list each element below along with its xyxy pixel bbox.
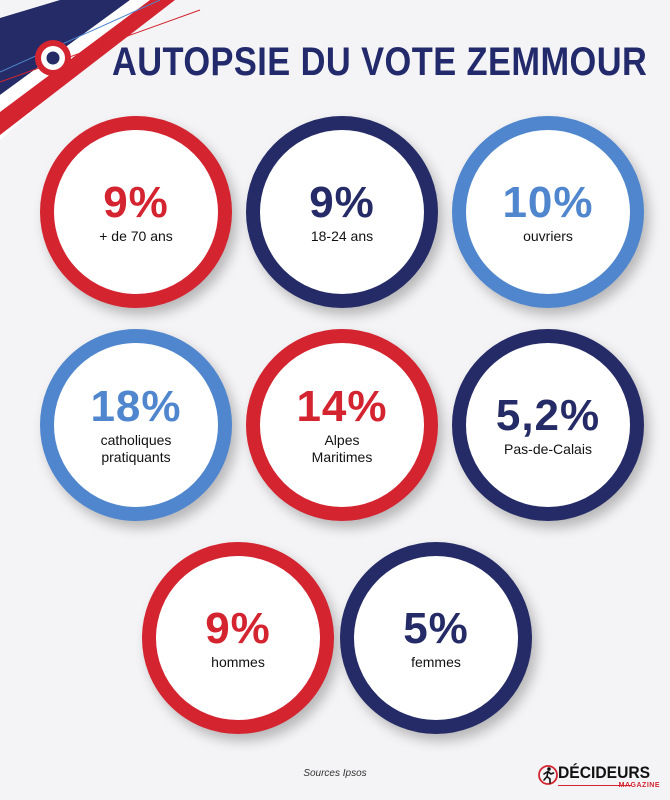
stat-value: 9% xyxy=(103,177,169,227)
stat-circle-age-70plus: 9% + de 70 ans xyxy=(40,116,232,308)
stat-value: 14% xyxy=(296,382,388,431)
stat-label: Alpes Maritimes xyxy=(311,432,373,465)
stat-circle-pas-de-calais: 5,2% Pas-de-Calais xyxy=(452,329,644,521)
logo-underline xyxy=(558,785,632,786)
red-stripe xyxy=(0,0,175,135)
stat-label: 18-24 ans xyxy=(310,227,374,244)
logo-subtitle: MAGAZINE xyxy=(618,782,660,789)
page-title: AUTOPSIE DU VOTE ZEMMOUR xyxy=(112,40,648,84)
stat-circle-catholiques: 18% catholiques pratiquants xyxy=(40,329,232,521)
stat-label: hommes xyxy=(211,653,265,670)
logo-name: DÉCIDEURS xyxy=(558,763,651,782)
stat-value: 10% xyxy=(502,177,594,227)
decorative-stripes xyxy=(0,0,201,140)
stat-circle-femmes: 5% femmes xyxy=(340,542,532,734)
stat-value: 9% xyxy=(309,177,375,227)
stat-value: 18% xyxy=(90,382,182,431)
runner-logo-icon xyxy=(538,765,558,785)
decideurs-logo: DÉCIDEURS MAGAZINE xyxy=(538,763,664,793)
thin-blue-line xyxy=(0,0,161,73)
stat-label: Pas-de-Calais xyxy=(504,440,592,457)
stat-value: 9% xyxy=(205,603,271,653)
stat-label: catholiques pratiquants xyxy=(100,432,172,465)
thin-red-line xyxy=(0,9,201,83)
stat-value: 5,2% xyxy=(495,390,601,440)
stat-circle-hommes: 9% hommes xyxy=(142,542,334,734)
stat-label: femmes xyxy=(411,653,461,670)
stat-circle-alpes-maritimes: 14% Alpes Maritimes xyxy=(246,329,438,521)
stat-circle-ouvriers: 10% ouvriers xyxy=(452,116,644,308)
sources-note: Sources Ipsos xyxy=(303,768,367,779)
stat-label: + de 70 ans xyxy=(99,227,173,244)
stat-circle-age-18-24: 9% 18-24 ans xyxy=(246,116,438,308)
cocarde-icon xyxy=(35,40,71,76)
stat-label: ouvriers xyxy=(523,227,573,244)
stat-value: 5% xyxy=(403,603,469,653)
